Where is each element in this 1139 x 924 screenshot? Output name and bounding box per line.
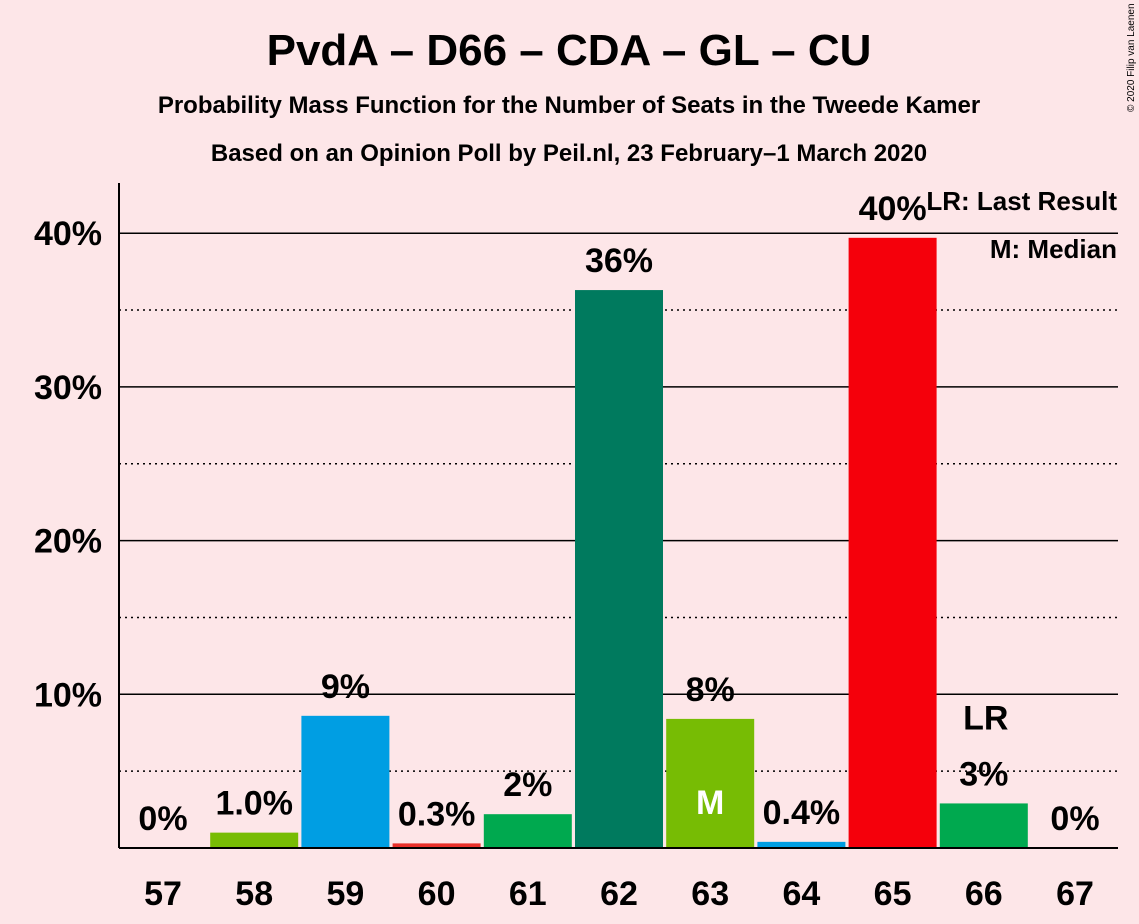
x-tick-label: 62 — [600, 875, 638, 913]
bar-65 — [848, 237, 937, 848]
bar-62 — [575, 290, 663, 849]
x-tick-label: 66 — [965, 875, 1003, 913]
x-tick-label: 58 — [235, 875, 273, 913]
copyright-text: © 2020 Filip van Laenen — [1126, 3, 1137, 112]
median-marker: M — [696, 784, 724, 822]
chart-subtitle-2: Based on an Opinion Poll by Peil.nl, 23 … — [211, 140, 927, 167]
bar-59 — [301, 715, 390, 848]
chart-subtitle: Probability Mass Function for the Number… — [158, 92, 980, 119]
value-labels: 0% 1.0% 9% 0.3% 2% 36% 8% M 0.4% 40% 3% LR 0% — [138, 190, 1099, 838]
value-label: 0.4% — [763, 794, 841, 832]
chart-title: PvdA – D66 – CDA – GL – CU — [267, 26, 872, 75]
value-label: 8% — [686, 671, 735, 709]
x-tick-label: 61 — [509, 875, 547, 913]
bar-63 — [666, 718, 755, 848]
y-tick-label: 10% — [34, 676, 102, 714]
y-ticks: 10% 20% 30% 40% — [34, 215, 102, 714]
value-label: 0.3% — [398, 795, 476, 833]
x-tick-label: 60 — [418, 875, 456, 913]
bar-58 — [210, 832, 299, 848]
x-tick-label: 59 — [326, 875, 364, 913]
value-label: 1.0% — [215, 785, 293, 823]
bars — [210, 237, 1028, 849]
value-label: 3% — [959, 755, 1008, 793]
y-tick-label: 40% — [34, 215, 102, 253]
x-tick-label: 57 — [144, 875, 182, 913]
value-label: 36% — [585, 242, 653, 280]
x-ticks: 57 58 59 60 61 62 63 64 65 66 67 — [144, 875, 1094, 913]
value-label: 2% — [503, 766, 552, 804]
value-label: 0% — [1050, 800, 1099, 838]
bar-64 — [757, 841, 846, 848]
x-tick-label: 65 — [874, 875, 912, 913]
value-label: 0% — [138, 800, 187, 838]
bar-60 — [392, 843, 481, 848]
x-tick-label: 67 — [1056, 875, 1094, 913]
last-result-marker: LR — [963, 699, 1008, 737]
y-tick-label: 20% — [34, 523, 102, 561]
x-tick-label: 63 — [691, 875, 729, 913]
x-tick-label: 64 — [782, 875, 820, 913]
bar-61 — [483, 814, 572, 848]
legend-last-result: LR: Last Result — [926, 186, 1117, 216]
value-label: 9% — [321, 668, 370, 706]
legend-median: M: Median — [990, 234, 1117, 264]
y-tick-label: 30% — [34, 369, 102, 407]
value-label: 40% — [859, 190, 927, 228]
bar-66 — [939, 803, 1028, 848]
